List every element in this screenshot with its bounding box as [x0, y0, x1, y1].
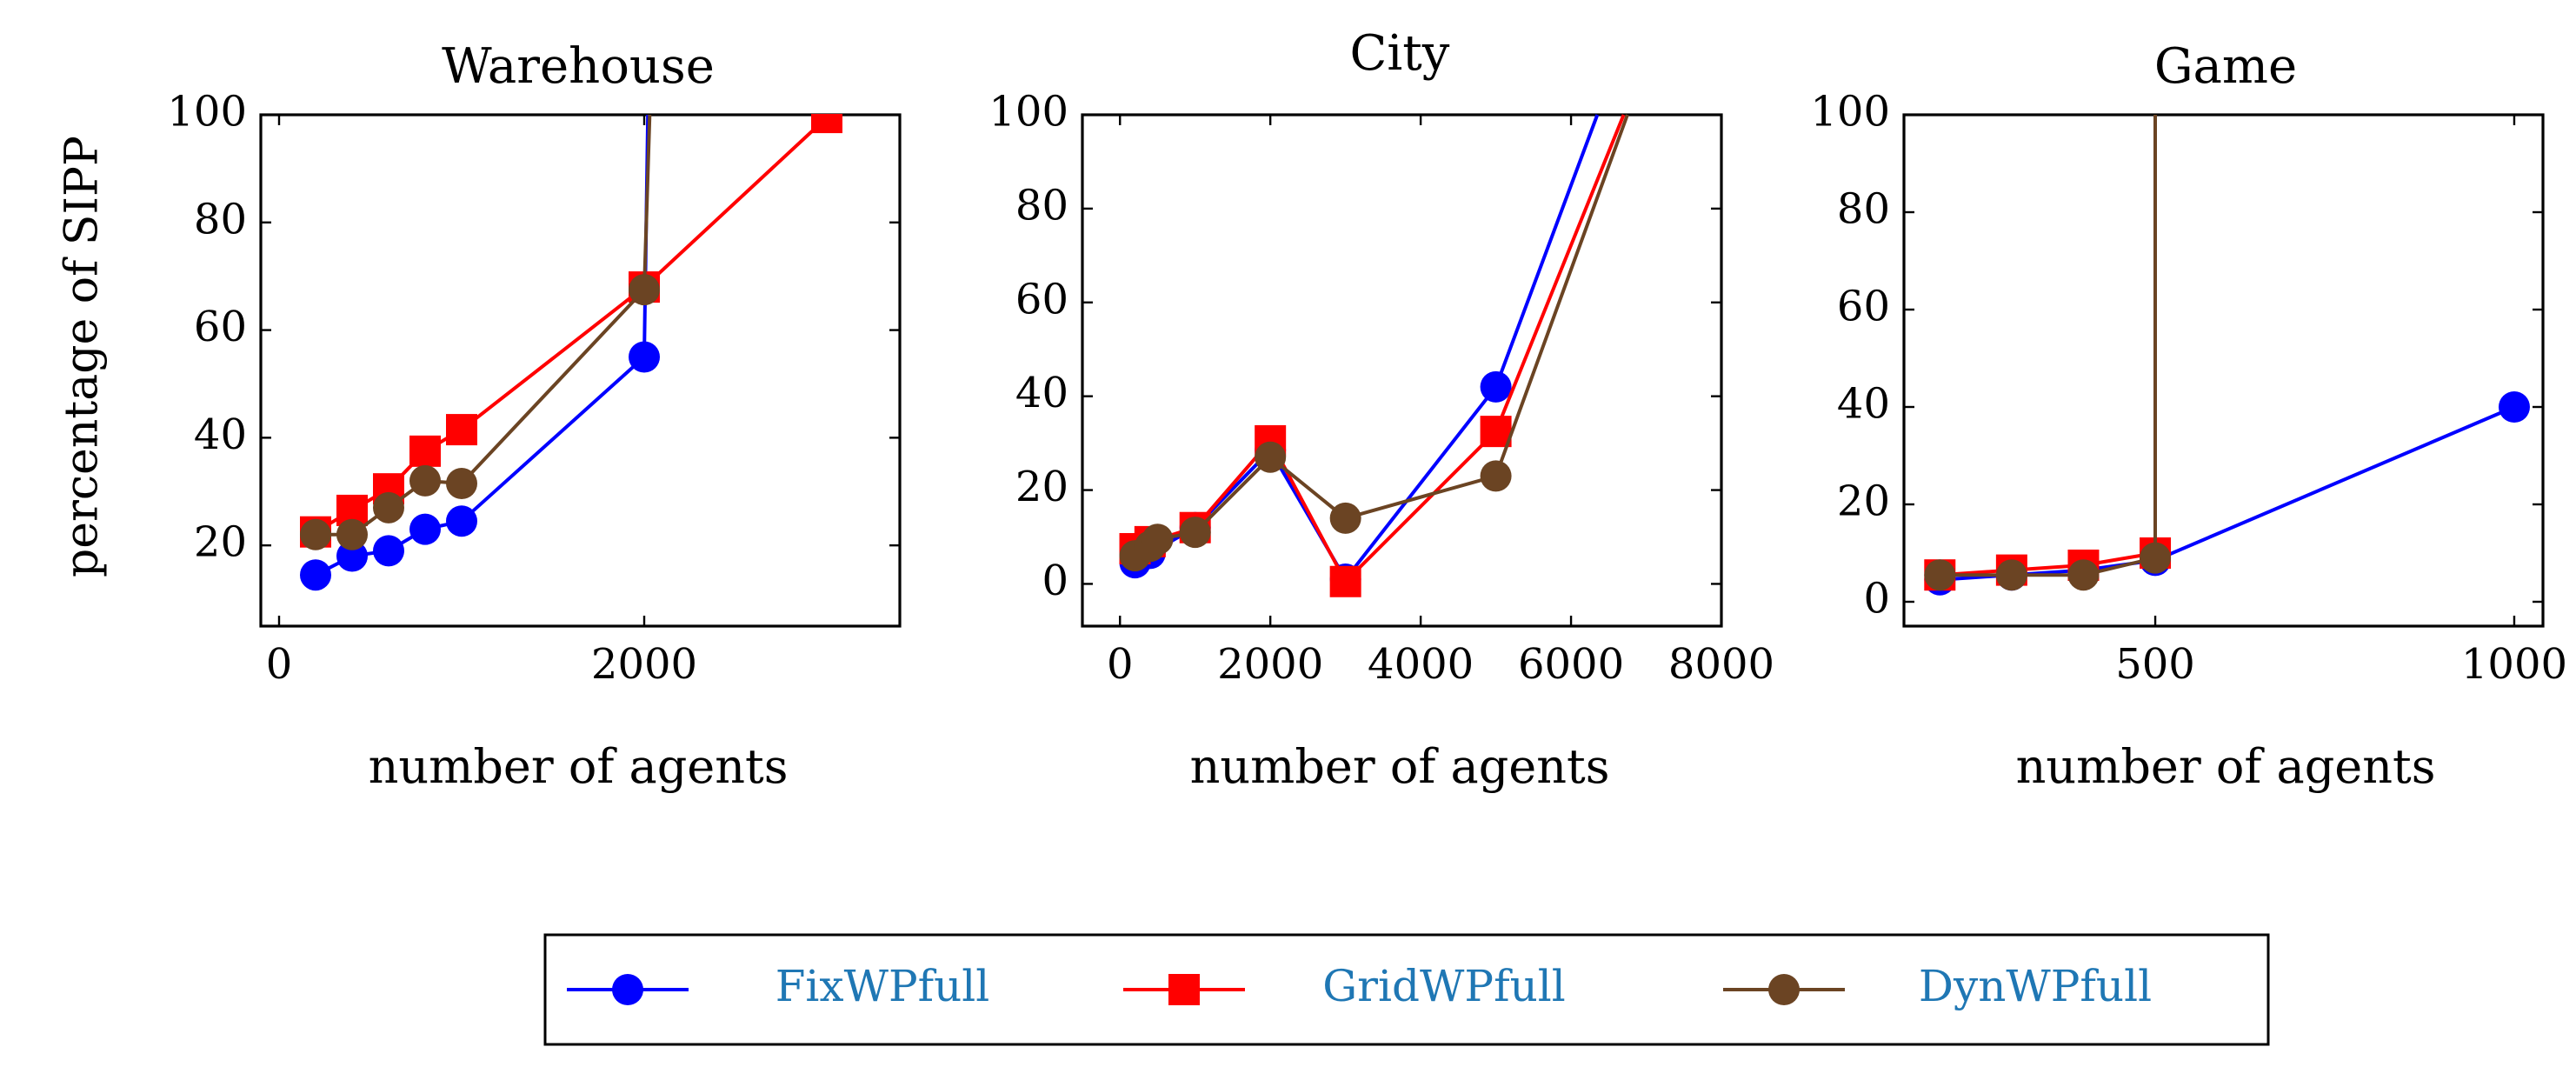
- y-axis-label: percentage of SIPP: [57, 136, 109, 577]
- data-point: [811, 114, 842, 134]
- data-point: [1142, 523, 1174, 556]
- data-point: [336, 540, 368, 572]
- x-tick-label: 1000: [2461, 640, 2567, 689]
- y-tick-label: 100: [1810, 88, 1890, 137]
- x-tick-label: 8000: [1668, 640, 1774, 689]
- data-point: [409, 464, 441, 497]
- x-axis-label: number of agents: [369, 739, 789, 794]
- y-tick-label: 0: [1863, 575, 1890, 624]
- series-line-dynwpfull: [316, 114, 652, 537]
- data-point: [373, 535, 404, 567]
- x-tick-label: 4000: [1368, 640, 1474, 689]
- panel-warehouse: Warehouse percentage of SIPP number of a…: [57, 38, 902, 794]
- series-line-fixwpfull: [1940, 405, 2515, 582]
- x-tick-label: 2000: [591, 640, 697, 689]
- series-gridwpfull: [300, 114, 842, 548]
- y-tick-label: 20: [1015, 463, 1068, 511]
- data-point: [300, 559, 331, 591]
- y-tick-label: 100: [988, 88, 1068, 137]
- data-point: [1995, 559, 2027, 591]
- legend: FixWPfull GridWPfull DynWPfull: [543, 933, 2270, 1046]
- legend-entry-fixwpfull: FixWPfull: [567, 961, 989, 1011]
- data-point: [446, 414, 477, 446]
- series-line-gridwpfull: [1134, 114, 1626, 584]
- series-line-gridwpfull: [314, 116, 829, 534]
- y-tick-label: 80: [194, 195, 247, 243]
- x-axis-label: number of agents: [1190, 739, 1610, 794]
- data-point: [409, 513, 441, 545]
- data-point: [2140, 542, 2172, 574]
- x-tick-label: 500: [2115, 640, 2195, 689]
- data-point: [446, 505, 477, 537]
- series-dynwpfull: [1924, 115, 2172, 591]
- legend-marker-gridwpfull: [1168, 974, 1200, 1005]
- x-tick-label: 0: [1107, 640, 1134, 689]
- series-line-fixwpfull: [1134, 114, 1600, 582]
- y-tick-label: 40: [1015, 369, 1068, 417]
- y-tick-label: 20: [194, 518, 247, 567]
- legend-box: [543, 933, 2270, 1046]
- x-tick-label: 0: [266, 640, 293, 689]
- legend-marker-dynwpfull: [1768, 974, 1800, 1005]
- y-tick-label: 60: [194, 303, 247, 351]
- y-tick-label: 60: [1015, 275, 1068, 323]
- y-tick-label: 40: [1837, 380, 1890, 429]
- x-tick-label: 2000: [1217, 640, 1323, 689]
- series-fixwpfull: [300, 114, 660, 591]
- data-point: [1480, 370, 1512, 403]
- panel-game: Game number of agents 0 20 40 60 80 100 500 100…: [1810, 38, 2567, 794]
- legend-marker-fixwpfull: [612, 974, 643, 1005]
- data-point: [1179, 517, 1211, 549]
- panel-city: City number of agents 0 20 40 60 80 100 0 2000 4…: [988, 25, 1774, 794]
- data-point: [336, 518, 368, 550]
- y-tick-label: 0: [1042, 557, 1068, 605]
- data-point: [629, 341, 660, 373]
- data-point: [1924, 559, 1956, 591]
- y-tick-label: 60: [1837, 283, 1890, 331]
- series-line-dynwpfull: [1940, 115, 2157, 577]
- legend-label-gridwpfull: GridWPfull: [1322, 961, 1566, 1011]
- data-point: [1480, 416, 1512, 448]
- panel-title: City: [1350, 25, 1450, 82]
- y-tick-label: 80: [1015, 181, 1068, 230]
- data-point: [446, 467, 477, 499]
- data-point: [2498, 391, 2530, 423]
- y-tick-label: 100: [167, 88, 247, 137]
- y-tick-label: 40: [194, 410, 247, 459]
- series-line-dynwpfull: [1134, 114, 1629, 557]
- series-dynwpfull: [1119, 114, 1629, 572]
- panel-title: Game: [2154, 38, 2297, 95]
- series-line-gridwpfull: [1940, 551, 2156, 577]
- data-point: [2067, 559, 2100, 591]
- plot-frame: [259, 113, 902, 628]
- data-point: [373, 491, 404, 523]
- legend-entry-gridwpfull: GridWPfull: [1123, 961, 1566, 1011]
- data-point: [300, 518, 331, 550]
- plot-frame: [1902, 113, 2545, 628]
- x-axis-label: number of agents: [2016, 739, 2436, 794]
- legend-label-dynwpfull: DynWPfull: [1919, 961, 2152, 1011]
- y-tick-label: 80: [1837, 185, 1890, 234]
- legend-label-fixwpfull: FixWPfull: [775, 961, 990, 1011]
- panel-title: Warehouse: [442, 38, 715, 95]
- x-tick-label: 6000: [1518, 640, 1624, 689]
- data-point: [1329, 502, 1361, 534]
- plot-frame: [1081, 113, 1723, 628]
- y-tick-label: 20: [1837, 477, 1890, 526]
- data-point: [409, 435, 441, 467]
- data-point: [1255, 441, 1287, 473]
- legend-entry-dynwpfull: DynWPfull: [1723, 961, 2152, 1011]
- data-point: [629, 274, 660, 306]
- data-point: [1480, 460, 1512, 492]
- series-dynwpfull: [300, 114, 660, 550]
- data-point: [1329, 565, 1361, 597]
